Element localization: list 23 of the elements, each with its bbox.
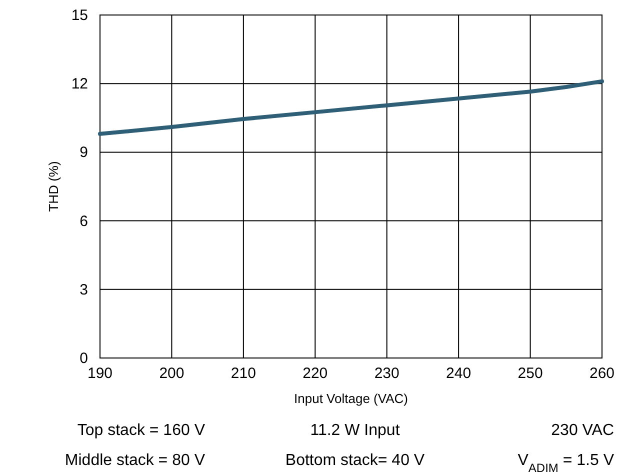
text: Middle stack = 80 V (64, 452, 206, 469)
y-tick-label: 12 (71, 76, 88, 93)
x-tick-label: 250 (518, 365, 543, 382)
text: Top stack = 160 V (77, 422, 206, 439)
y-axis-title: THD (%) (46, 161, 61, 212)
x-tick-label: 240 (446, 365, 472, 382)
y-tick-label: 6 (80, 212, 88, 230)
x-axis-title: Input Voltage (VAC) (294, 391, 408, 406)
x-tick-label: 190 (87, 365, 113, 382)
y-tick-label: 15 (71, 7, 88, 24)
y-tick-label: 9 (80, 144, 88, 162)
text: 230 VAC (551, 422, 614, 439)
y-tick-label: 0 (80, 350, 88, 367)
x-tick-label: 200 (159, 365, 184, 382)
x-tick-label: 260 (589, 365, 615, 382)
text: V$_{ADIM}$ = 1.5 V (518, 452, 614, 472)
y-tick-label: 3 (80, 281, 88, 298)
line-series (98, 79, 604, 136)
x-tick-label: 210 (230, 365, 256, 382)
x-tick-label: 220 (302, 365, 328, 382)
text: Bottom stack= 40 V (285, 452, 425, 469)
text: 11.2 W Input (310, 422, 400, 439)
x-tick-label: 230 (374, 365, 400, 382)
